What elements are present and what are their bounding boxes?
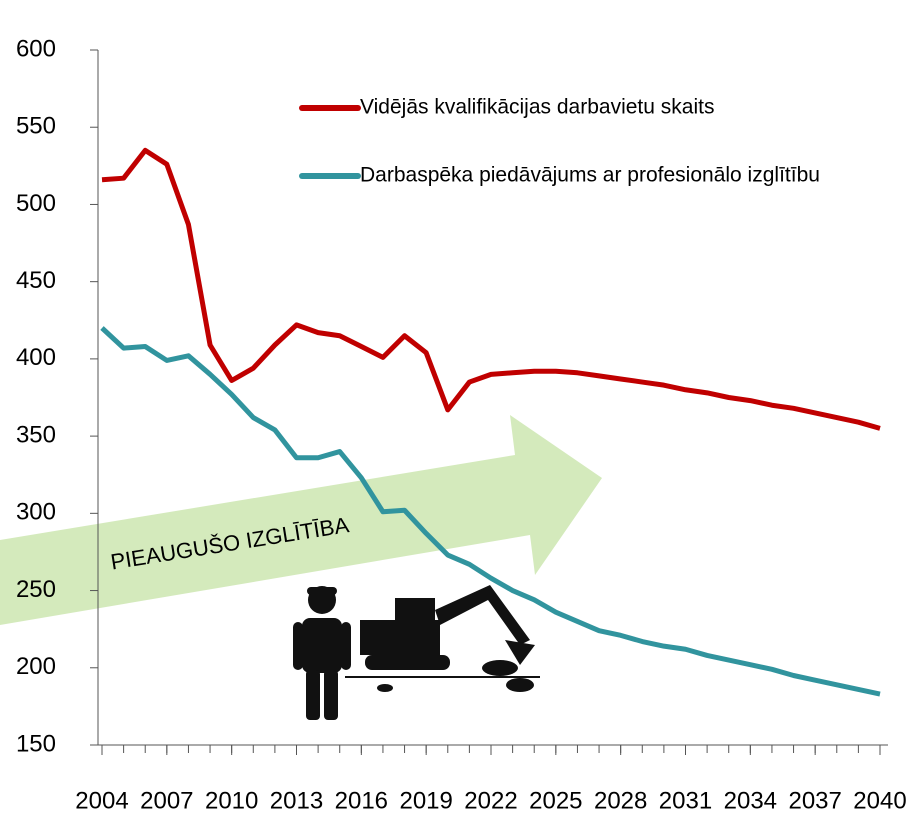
y-tick-label: 300: [16, 499, 56, 526]
x-tick-label: 2016: [335, 787, 388, 814]
y-tick-label: 500: [16, 190, 56, 217]
y-tick-label: 600: [16, 35, 56, 62]
legend-label: Vidējās kvalifikācijas darbavietu skaits: [360, 96, 714, 119]
x-tick-label: 2037: [788, 787, 841, 814]
series-line: [102, 150, 880, 428]
y-tick-label: 400: [16, 344, 56, 371]
legend-label: Darbaspēka piedāvājums ar profesionālo i…: [360, 164, 820, 187]
y-tick-label: 200: [16, 653, 56, 680]
chart: PIEAUGUŠO IZGLĪTĪBA 15020025030035040045…: [0, 0, 907, 817]
x-tick-label: 2028: [594, 787, 647, 814]
y-tick-label: 550: [16, 113, 56, 140]
y-tick-label: 250: [16, 576, 56, 603]
y-tick-label: 150: [16, 730, 56, 757]
x-tick-label: 2013: [270, 787, 323, 814]
x-tick-label: 2019: [399, 787, 452, 814]
x-tick-label: 2040: [853, 787, 906, 814]
y-tick-label: 450: [16, 267, 56, 294]
x-tick-label: 2034: [724, 787, 777, 814]
x-tick-label: 2007: [140, 787, 193, 814]
x-tick-label: 2010: [205, 787, 258, 814]
y-tick-label: 350: [16, 421, 56, 448]
x-tick-label: 2004: [75, 787, 128, 814]
x-tick-label: 2025: [529, 787, 582, 814]
x-tick-label: 2031: [659, 787, 712, 814]
worker-illustration: [293, 585, 540, 720]
x-tick-label: 2022: [464, 787, 517, 814]
